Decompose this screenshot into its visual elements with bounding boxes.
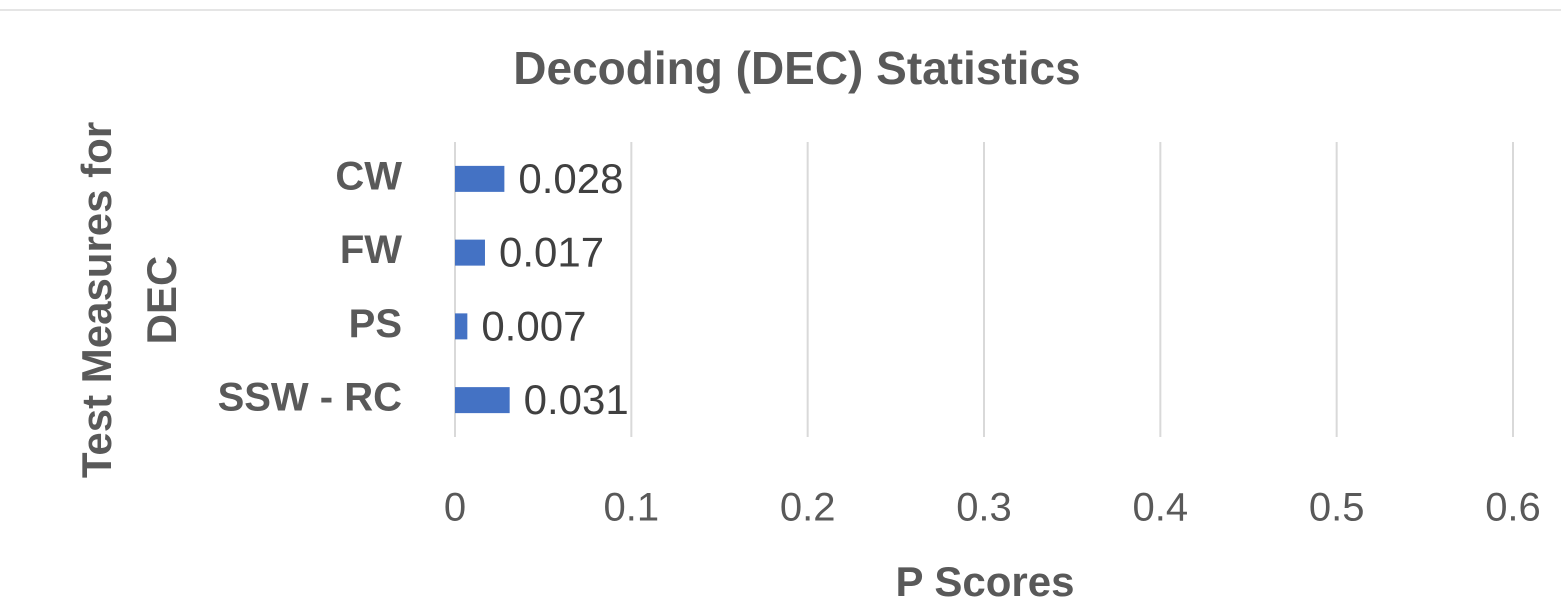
y-axis-label: Test Measures for <box>73 122 120 478</box>
data-label: 0.031 <box>524 376 629 423</box>
y-tick-label: SSW - RC <box>218 376 402 420</box>
chart-title: Decoding (DEC) Statistics <box>513 42 1080 94</box>
data-label: 0.007 <box>481 302 586 349</box>
y-tick-label: PS <box>349 302 402 346</box>
data-label: 0.028 <box>518 155 623 202</box>
x-axis-label: P Scores <box>895 558 1074 605</box>
x-tick-label: 0.4 <box>1133 486 1189 530</box>
y-axis-label: DEC <box>138 256 185 345</box>
bar <box>455 387 510 414</box>
bar <box>455 165 505 192</box>
data-label: 0.017 <box>499 229 604 276</box>
x-tick-label: 0.1 <box>604 486 660 530</box>
x-tick-label: 0.3 <box>956 486 1012 530</box>
bar <box>455 313 468 340</box>
x-tick-label: 0.2 <box>780 486 836 530</box>
x-tick-label: 0 <box>444 486 466 530</box>
x-tick-label: 0.6 <box>1485 486 1541 530</box>
y-tick-label: CW <box>335 154 402 198</box>
x-tick-label: 0.5 <box>1309 486 1365 530</box>
bar <box>455 239 485 266</box>
y-tick-label: FW <box>340 228 402 272</box>
